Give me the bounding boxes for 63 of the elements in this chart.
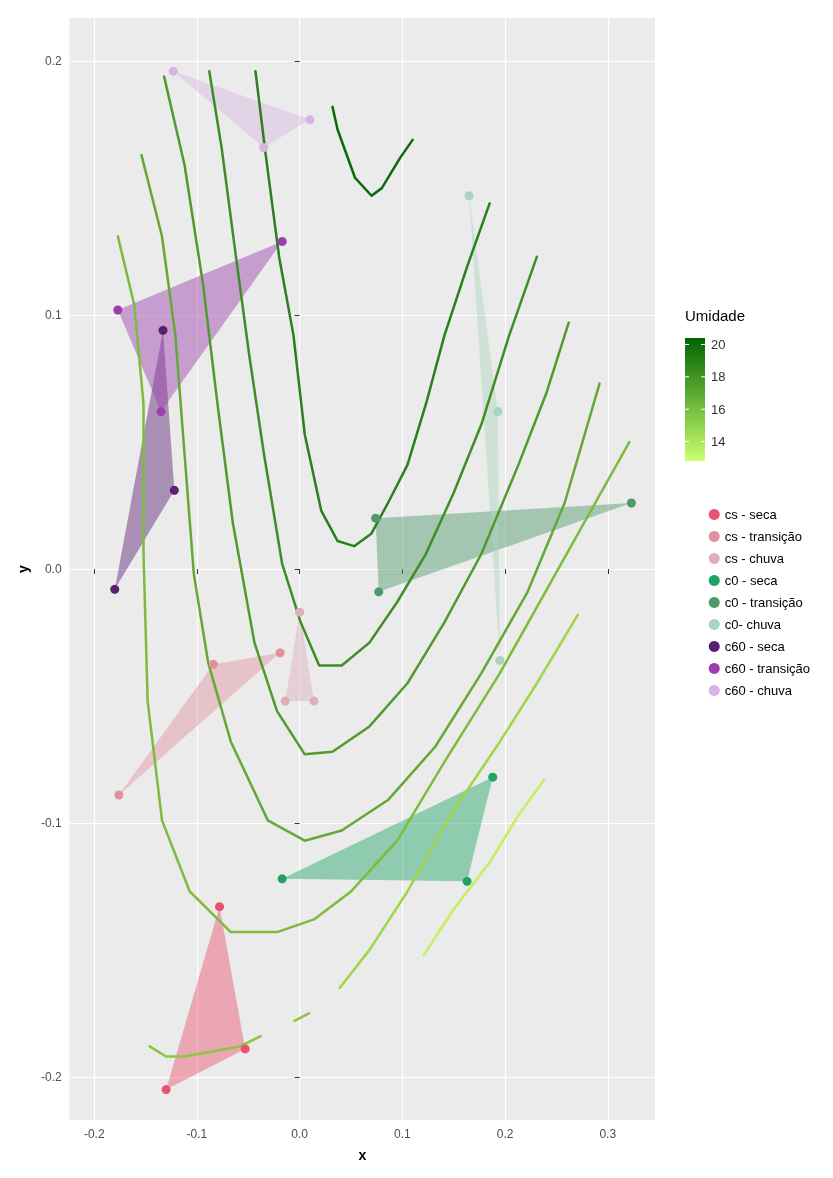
line-series	[331, 105, 414, 197]
x-tick-label: 0.2	[496, 1127, 514, 1141]
y-axis-title: y	[15, 564, 31, 573]
y-tick-label: -0.2	[40, 1069, 62, 1084]
point	[374, 587, 384, 597]
legend-label: c60 - chuva	[724, 683, 793, 698]
x-tick-label: -0.1	[186, 1127, 208, 1141]
legend-label: c0- chuva	[724, 617, 782, 632]
line-series	[208, 70, 539, 667]
x-tick-label: 0.1	[394, 1127, 412, 1141]
point	[169, 485, 179, 495]
point	[305, 115, 315, 125]
x-tick-label: 0.0	[291, 1127, 309, 1141]
y-tick-label: 0.2	[44, 54, 62, 69]
point	[295, 607, 305, 617]
legend-label: c0 - transição	[724, 595, 803, 610]
x-axis-title: x	[358, 1147, 367, 1163]
point	[277, 236, 287, 246]
point	[259, 143, 269, 152]
y-tick-label: 0.1	[44, 308, 62, 323]
color-bar-label: 16	[711, 401, 726, 417]
point	[495, 655, 505, 665]
line-series	[338, 613, 580, 990]
point	[462, 876, 472, 886]
legend-label: c0 - seca	[724, 573, 779, 588]
point	[161, 1085, 171, 1095]
y-tick-label: -0.1	[40, 815, 62, 830]
point	[309, 696, 319, 706]
point	[215, 902, 225, 912]
legend-label: cs - chuva	[724, 551, 785, 566]
point	[280, 696, 290, 706]
line-series	[116, 235, 631, 934]
line-series	[140, 153, 601, 842]
legend-label: cs - seca	[724, 507, 778, 522]
point	[113, 305, 123, 315]
point	[493, 407, 503, 417]
line-series	[422, 778, 546, 957]
point	[208, 659, 218, 669]
color-bar-label: 14	[711, 434, 726, 450]
line-series	[254, 70, 491, 548]
point	[240, 1044, 250, 1054]
x-tick-label: -0.2	[83, 1127, 105, 1141]
color-bar-label: 18	[711, 369, 726, 385]
color-bar-title: Umidade	[685, 307, 746, 324]
legend-label: c60 - transição	[724, 661, 810, 676]
point	[275, 648, 285, 658]
point	[464, 191, 474, 201]
x-tick-label: 0.3	[599, 1127, 617, 1141]
line-series	[162, 75, 570, 756]
line-series	[148, 1034, 262, 1058]
y-tick-label: 0.0	[44, 562, 62, 576]
point	[371, 513, 381, 523]
legend-label: c60 - seca	[724, 639, 786, 654]
point	[168, 66, 178, 76]
point	[110, 584, 120, 594]
point	[626, 498, 636, 508]
point	[156, 407, 166, 417]
legend-label: cs - transição	[724, 529, 803, 544]
point	[277, 874, 287, 884]
point	[158, 325, 168, 335]
point	[114, 790, 124, 800]
point	[488, 772, 498, 782]
color-bar-label: 20	[711, 336, 726, 352]
